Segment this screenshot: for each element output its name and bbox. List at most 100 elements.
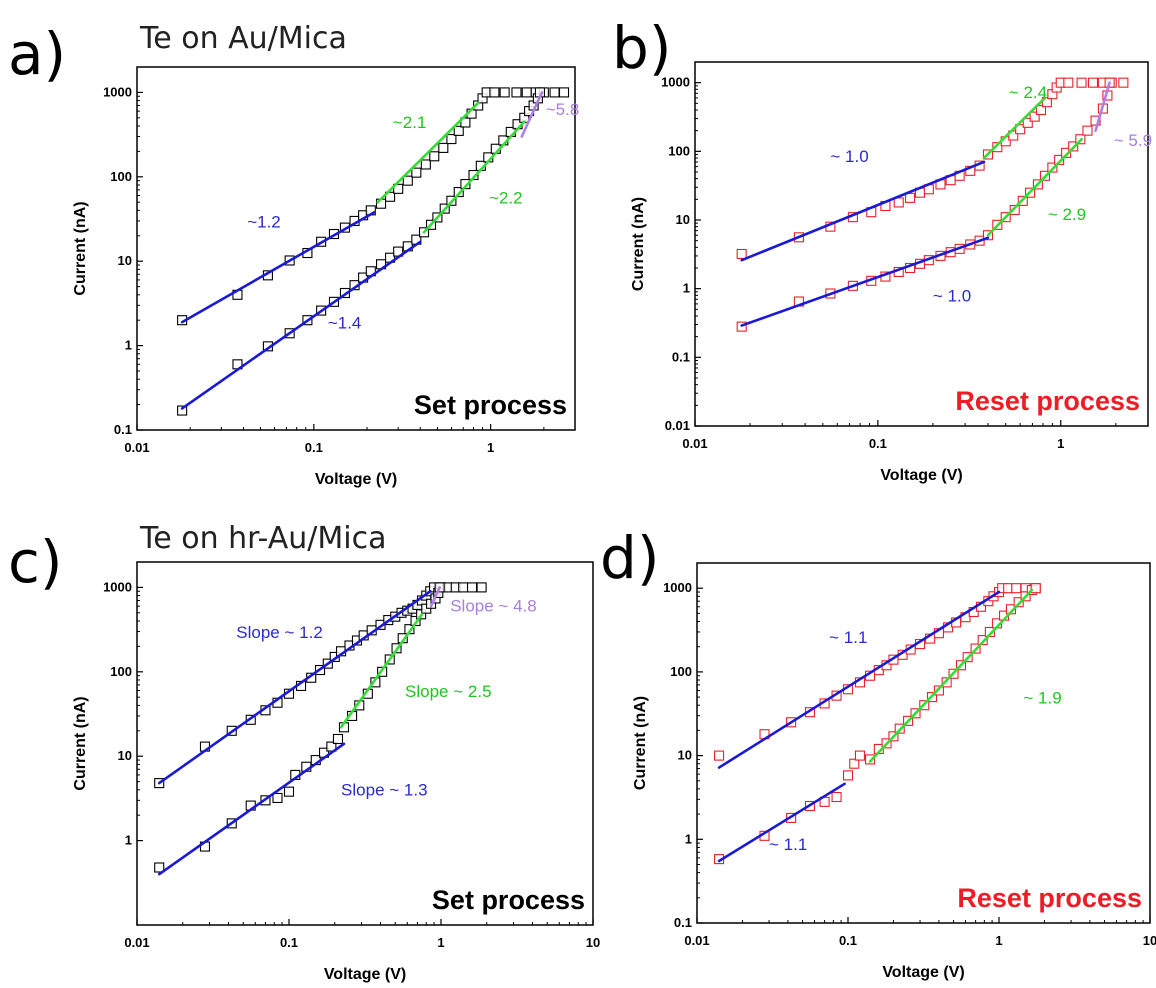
data-point bbox=[521, 87, 532, 98]
panel-label-d: d) bbox=[600, 524, 659, 592]
x-tick-label: 10 bbox=[586, 935, 600, 950]
data-point bbox=[1035, 104, 1047, 116]
y-tick-label: 0.01 bbox=[665, 418, 690, 433]
data-point bbox=[893, 197, 904, 208]
y-tick-label: 1 bbox=[685, 831, 692, 846]
data-point bbox=[326, 741, 337, 752]
data-point bbox=[1076, 77, 1087, 88]
data-point bbox=[905, 192, 916, 203]
data-point bbox=[332, 733, 344, 745]
fit-line bbox=[868, 588, 1034, 763]
panel-label-b: b) bbox=[612, 14, 671, 82]
data-point bbox=[736, 248, 747, 260]
slope-annotation: ~ 5.9 bbox=[1114, 131, 1152, 150]
data-point bbox=[1090, 115, 1101, 126]
plot-frame bbox=[136, 561, 594, 926]
slope-annotation: Slope ~ 2.5 bbox=[405, 682, 492, 701]
x-tick-label: 1 bbox=[995, 933, 1002, 948]
y-tick-label: 10 bbox=[118, 748, 132, 763]
data-point bbox=[154, 862, 165, 873]
panel-label-a: a) bbox=[8, 20, 66, 88]
data-point bbox=[1015, 124, 1026, 135]
y-tick-label: 1000 bbox=[663, 580, 692, 595]
fit-line bbox=[157, 742, 346, 876]
data-point bbox=[1118, 77, 1129, 88]
y-tick-label: 0.1 bbox=[674, 915, 692, 930]
chart-b: 0.01 0.1 1 0.01 0.1 1 10 100 1000 Voltage (V) Curr… bbox=[630, 61, 1152, 484]
plot-panels: 0.01 0.1 1 0.1 1 10 100 1000 Voltage (V) Current … bbox=[72, 61, 1156, 983]
data-point bbox=[458, 582, 469, 593]
x-tick-label: 1 bbox=[487, 440, 494, 455]
data-point bbox=[854, 750, 866, 761]
x-axis-label: Voltage (V) bbox=[882, 964, 964, 981]
y-tick-label: 100 bbox=[668, 143, 690, 158]
data-point bbox=[466, 582, 478, 593]
data-point bbox=[476, 582, 487, 593]
data-point bbox=[272, 792, 283, 804]
data-point bbox=[511, 87, 522, 98]
fit-line bbox=[339, 613, 424, 729]
data-point bbox=[177, 405, 188, 416]
data-point bbox=[1082, 125, 1093, 136]
data-point bbox=[941, 677, 952, 688]
data-point bbox=[842, 770, 854, 781]
data-point bbox=[402, 175, 413, 186]
panel-label-c: c) bbox=[8, 528, 63, 596]
slope-annotation: ~ 1.1 bbox=[769, 835, 807, 854]
fit-line bbox=[180, 210, 376, 324]
fit-line bbox=[717, 782, 846, 863]
data-point bbox=[1011, 583, 1022, 594]
data-point bbox=[438, 142, 449, 153]
y-axis-label: Current (nA) bbox=[72, 696, 89, 790]
data-point bbox=[992, 142, 1003, 153]
data-point bbox=[283, 786, 295, 797]
data-point bbox=[865, 754, 876, 765]
slope-annotation: ~1.4 bbox=[328, 313, 362, 332]
x-tick-label: 0.01 bbox=[684, 933, 709, 948]
y-tick-label: 1000 bbox=[103, 84, 132, 99]
data-point bbox=[411, 167, 422, 178]
y-tick-label: 0.1 bbox=[114, 422, 132, 437]
plot-frame bbox=[694, 61, 1149, 427]
data-point bbox=[1030, 583, 1041, 594]
fit-line bbox=[740, 160, 986, 262]
data-point bbox=[558, 87, 570, 98]
fit-line bbox=[717, 590, 1001, 769]
data-point bbox=[831, 791, 842, 803]
chart-d: 0.01 0.1 1 10 0.1 1 10 100 1000 Voltage (V) Curren… bbox=[632, 562, 1156, 981]
slope-annotation: Slope ~ 1.2 bbox=[236, 623, 323, 642]
data-point bbox=[849, 758, 860, 769]
data-point bbox=[446, 134, 457, 145]
data-point bbox=[1087, 77, 1098, 88]
slope-annotation: ~2.2 bbox=[489, 189, 523, 208]
fit-line bbox=[1094, 81, 1111, 132]
x-tick-label: 0.1 bbox=[280, 935, 298, 950]
data-point bbox=[1022, 117, 1033, 128]
fit-line bbox=[982, 96, 1047, 160]
fit-line bbox=[740, 236, 990, 327]
fit-line bbox=[520, 91, 544, 138]
title-bottom: Te on hr-Au/Mica bbox=[139, 521, 386, 556]
data-point bbox=[453, 186, 464, 198]
chart-c: 0.01 0.1 1 10 1 10 100 1000 Voltage (V) Current (… bbox=[72, 561, 600, 983]
slope-annotation: Slope ~ 4.8 bbox=[450, 596, 537, 615]
data-point bbox=[489, 87, 500, 98]
x-tick-label: 0.1 bbox=[869, 436, 887, 451]
slope-annotation: ~ 1.0 bbox=[933, 287, 971, 306]
process-label: Reset process bbox=[957, 883, 1142, 913]
y-tick-label: 10 bbox=[118, 253, 132, 268]
data-point bbox=[1054, 154, 1065, 165]
title-top: Te on Au/Mica bbox=[139, 21, 347, 56]
data-point bbox=[933, 685, 944, 696]
slope-annotation: ~1.2 bbox=[247, 213, 281, 232]
data-point bbox=[549, 87, 560, 98]
plot-frame bbox=[696, 562, 1151, 924]
y-tick-label: 10 bbox=[678, 748, 692, 763]
x-tick-label: 0.01 bbox=[682, 436, 707, 451]
y-axis-label: Current (nA) bbox=[630, 197, 647, 291]
slope-annotation: Slope ~ 1.3 bbox=[341, 781, 428, 800]
data-point bbox=[499, 87, 510, 98]
x-axis-label: Voltage (V) bbox=[324, 966, 406, 983]
process-label: Set process bbox=[432, 885, 585, 915]
data-point bbox=[977, 635, 988, 646]
